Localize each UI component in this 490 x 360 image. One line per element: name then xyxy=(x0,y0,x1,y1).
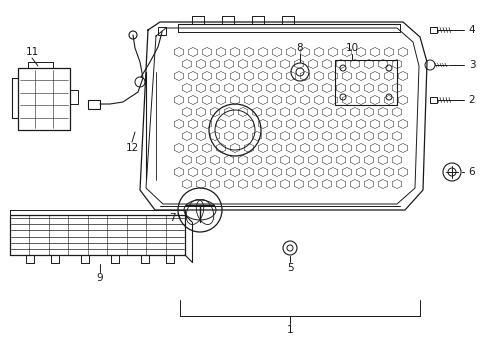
Text: 6: 6 xyxy=(469,167,475,177)
Text: 9: 9 xyxy=(97,273,103,283)
Text: 7: 7 xyxy=(169,213,175,223)
Text: 11: 11 xyxy=(25,47,39,57)
Text: 12: 12 xyxy=(125,143,139,153)
Text: 10: 10 xyxy=(345,43,359,53)
Text: 4: 4 xyxy=(469,25,475,35)
Text: 2: 2 xyxy=(469,95,475,105)
Text: 3: 3 xyxy=(469,60,475,70)
Text: 5: 5 xyxy=(287,263,294,273)
Text: 1: 1 xyxy=(287,325,294,335)
Bar xyxy=(158,27,166,35)
Bar xyxy=(18,68,70,130)
Bar xyxy=(88,100,100,109)
Text: 8: 8 xyxy=(296,43,303,53)
Bar xyxy=(335,60,397,105)
Bar xyxy=(70,90,78,104)
